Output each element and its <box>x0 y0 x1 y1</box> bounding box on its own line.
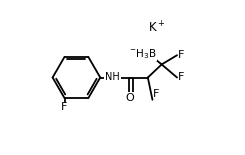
Text: F: F <box>178 50 184 60</box>
Text: K$^+$: K$^+$ <box>147 21 165 36</box>
Text: F: F <box>153 89 159 99</box>
Text: F: F <box>178 72 184 82</box>
Text: NH: NH <box>105 73 120 82</box>
Text: F: F <box>61 102 68 112</box>
Text: $^{-}$H$_3$B: $^{-}$H$_3$B <box>129 47 156 61</box>
Text: O: O <box>126 93 135 103</box>
